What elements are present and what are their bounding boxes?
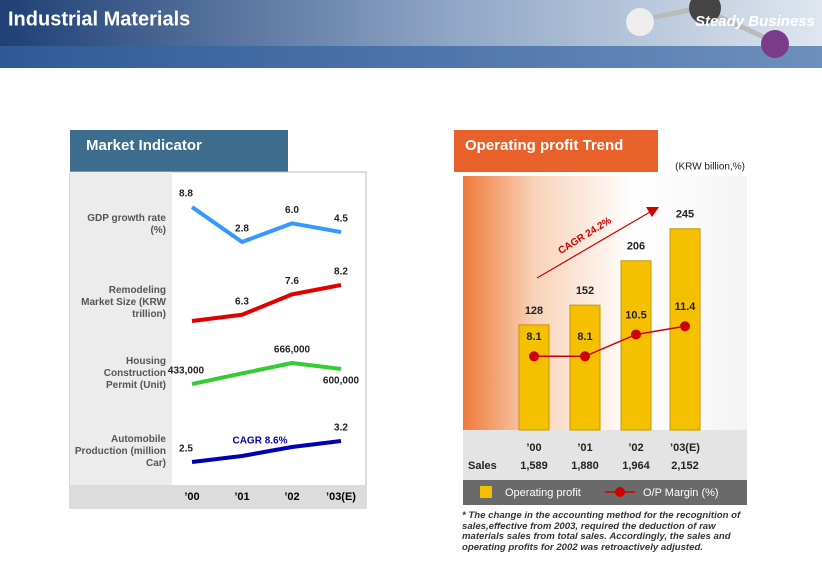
line-marker	[680, 321, 690, 332]
x-tick-label: ’01	[577, 442, 592, 454]
series-name: Automobile Production (million Car)	[74, 433, 166, 469]
data-label: 666,000	[274, 345, 311, 356]
bar	[620, 260, 652, 431]
data-label: 4.5	[334, 214, 348, 225]
x-tick-label: ’01	[234, 491, 249, 503]
x-tick-label: ’03(E)	[326, 491, 356, 503]
legend-label: Operating profit	[505, 487, 581, 499]
label-box: Remodeling Market Size (KRW trillion)	[81, 285, 166, 320]
data-label: 7.6	[285, 276, 299, 287]
data-label: 8.8	[179, 189, 193, 200]
panel-title: Operating profit Trend	[465, 137, 623, 154]
line-marker	[529, 351, 539, 362]
table-row-name: Sales	[468, 460, 497, 472]
x-tick-label: ’03(E)	[670, 442, 700, 454]
line-marker	[580, 351, 590, 362]
header-band	[0, 0, 822, 46]
annotation: CAGR 8.6%	[232, 436, 287, 447]
data-label: 152	[576, 285, 594, 297]
table-cell: 1,589	[520, 460, 548, 472]
bar	[518, 324, 550, 431]
data-label: 3.2	[334, 423, 348, 434]
table-cell: 2,152	[671, 460, 699, 472]
data-label: 600,000	[323, 376, 360, 387]
category-strip	[70, 485, 366, 508]
plot-area	[463, 176, 747, 430]
header-strip	[0, 46, 822, 68]
cagr-arrowhead	[646, 207, 659, 217]
legend-swatch	[480, 486, 492, 498]
x-tick-label: ’00	[526, 442, 541, 454]
label-box: Housing Construction Permit (Unit)	[103, 355, 166, 391]
series-line	[534, 325, 686, 358]
data-label: 11.4	[675, 301, 697, 313]
x-tick-label: ’02	[284, 491, 299, 503]
data-label: 433,000	[168, 366, 205, 377]
series-line	[191, 361, 342, 386]
header-tagline: Steady Business	[695, 13, 815, 30]
x-tick-label: ’02	[628, 442, 643, 454]
header-title: Industrial Materials	[8, 8, 190, 30]
x-tick-label: ’00	[184, 491, 199, 503]
series-line	[190, 205, 342, 244]
series-line	[191, 439, 342, 464]
footnote: * The change in the accounting method fo…	[462, 511, 741, 553]
data-label: 2.5	[179, 444, 193, 455]
panel-title-box	[70, 130, 288, 172]
panel-title-box	[454, 130, 658, 172]
molecule-decoration	[626, 0, 789, 58]
legend-label: O/P Margin (%)	[643, 487, 719, 499]
panel-title: Market Indicator	[86, 137, 202, 154]
data-label: 8.2	[334, 267, 348, 278]
footnote-box: * The change in the accounting method fo…	[462, 511, 741, 553]
data-label: 8.1	[577, 331, 592, 343]
unit-label: (KRW billion,%)	[675, 162, 745, 173]
data-label: 10.5	[625, 309, 646, 321]
data-label: 245	[676, 209, 694, 221]
table-cell: 1,964	[622, 460, 650, 472]
table-cell: 1,880	[571, 460, 599, 472]
data-label: 6.0	[285, 205, 299, 216]
data-label: 2.8	[235, 224, 249, 235]
series-name: GDP growth rate (%)	[87, 212, 166, 236]
data-label: 8.1	[526, 331, 541, 343]
label-box: GDP growth rate (%)	[87, 212, 166, 236]
line-marker	[631, 329, 641, 340]
data-label: 128	[525, 305, 543, 317]
data-label: 206	[627, 241, 645, 253]
data-label: 6.3	[235, 296, 249, 307]
series-line	[191, 283, 342, 323]
table-bg	[463, 430, 747, 480]
series-name: Housing Construction Permit (Unit)	[103, 355, 166, 391]
legend-swatch	[615, 487, 625, 497]
label-column	[70, 172, 172, 485]
series-name: Remodeling Market Size (KRW trillion)	[81, 285, 166, 320]
label-box: Automobile Production (million Car)	[74, 433, 166, 469]
cagr-arrow	[536, 211, 651, 279]
bar	[569, 304, 601, 431]
